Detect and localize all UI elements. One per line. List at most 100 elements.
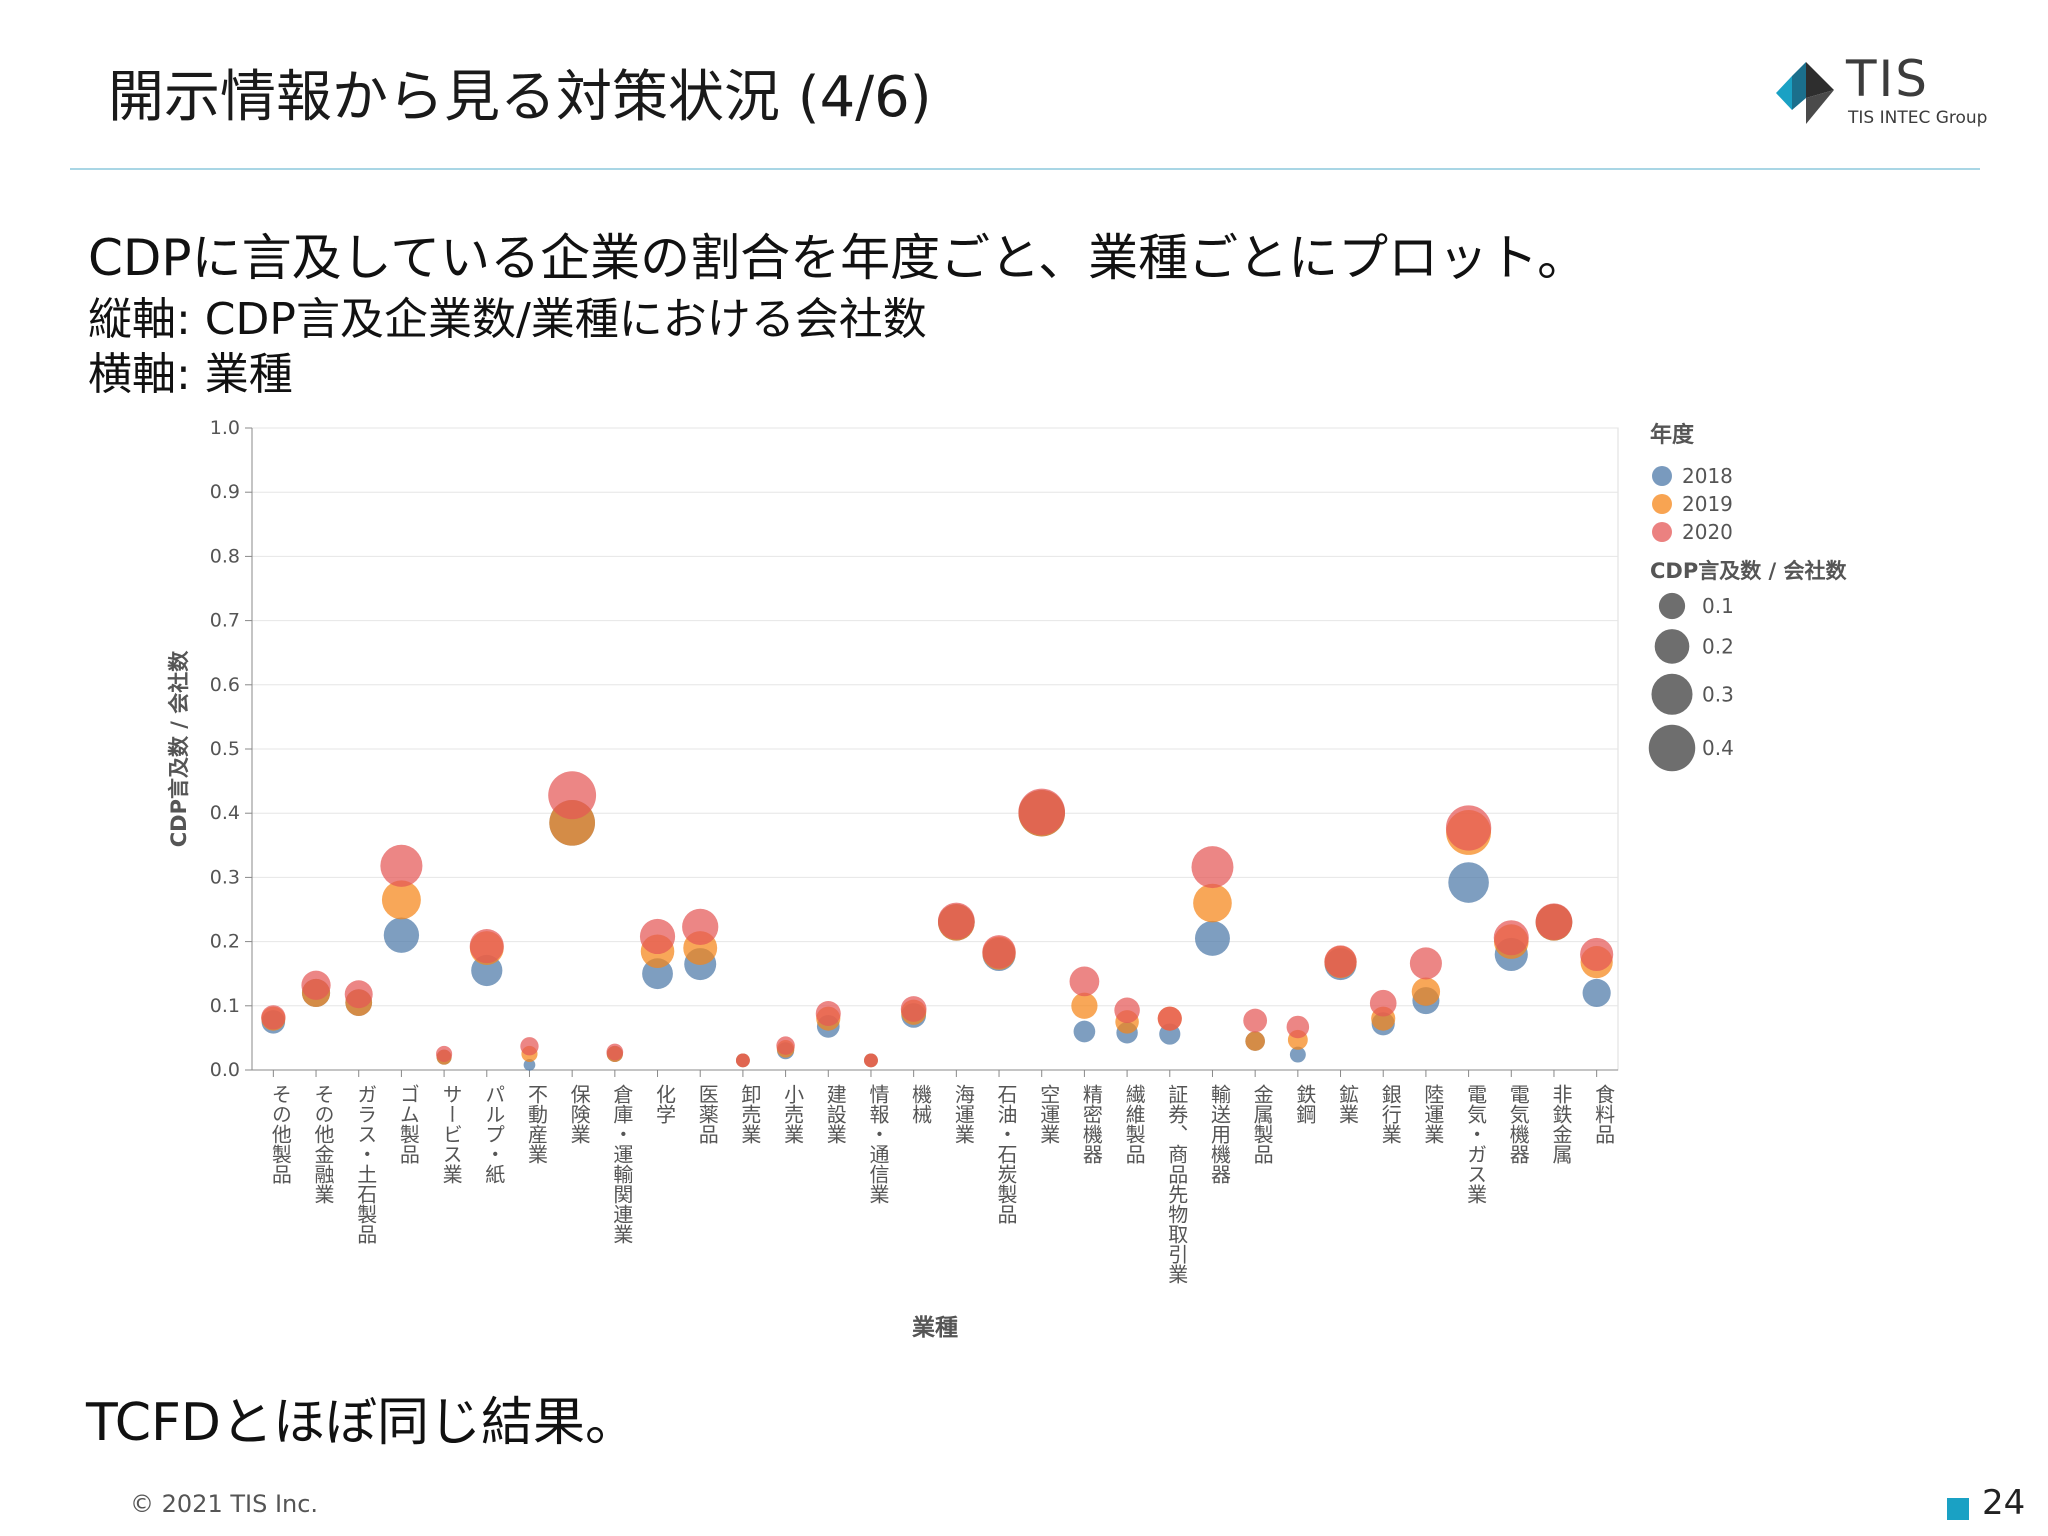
data-point-2020 <box>301 970 331 1000</box>
data-point-2020 <box>1286 1015 1310 1039</box>
x-tick-label: 鉄鋼 <box>1293 1084 1317 1124</box>
x-tick-label: その他製品 <box>268 1084 292 1184</box>
logo-text: TIS <box>1846 50 1930 108</box>
size-legend-bubble <box>1648 724 1696 772</box>
data-point-2020 <box>469 929 504 964</box>
data-point-2020 <box>1535 903 1573 941</box>
data-point-2020 <box>1069 966 1100 997</box>
data-point-2020 <box>1114 997 1140 1024</box>
description-line-1: CDPに言及している企業の割合を年度ごと、業種ごとにプロット。 <box>88 229 1588 287</box>
data-point-2018 <box>1073 1020 1096 1043</box>
x-tick-label: 情報・通信業 <box>866 1084 890 1204</box>
y-tick-label: 0.3 <box>210 866 240 888</box>
legend-swatch-2020 <box>1652 522 1672 542</box>
y-tick-label: 0.7 <box>210 610 240 632</box>
y-tick-label: 0.4 <box>210 802 240 824</box>
y-tick-label: 0.6 <box>210 674 240 696</box>
size-legend-bubble <box>1651 673 1693 715</box>
data-point-2019 <box>381 880 421 920</box>
x-tick-label: 化学 <box>653 1084 677 1124</box>
data-point-2018 <box>1194 920 1230 956</box>
data-point-2019 <box>1193 883 1232 923</box>
x-tick-label: 小売業 <box>781 1084 805 1144</box>
y-tick-label: 0.0 <box>210 1059 240 1081</box>
data-point-2019 <box>1245 1031 1265 1051</box>
data-point-2020 <box>1369 989 1397 1017</box>
data-point-2020 <box>548 771 597 820</box>
cdp-bubble-chart: 0.0 0.1 0.2 0.3 0.4 0.5 0.6 0.7 0.8 0.9 1.0 CDP言及数 … <box>167 417 1848 1341</box>
size-legend-bubble <box>1658 592 1686 620</box>
x-tick-label: 繊維製品 <box>1122 1084 1146 1164</box>
x-tick-label: 卸売業 <box>738 1084 762 1144</box>
data-point-2020 <box>1409 947 1442 980</box>
data-point-2020 <box>344 980 373 1009</box>
y-axis-title: CDP言及数 / 会社数 <box>167 650 191 848</box>
data-point-2018 <box>1582 978 1611 1008</box>
x-tick-label: 食料品 <box>1592 1084 1616 1144</box>
x-tick-label: ガラス・土石製品 <box>354 1084 378 1244</box>
x-tick-label: 保険業 <box>567 1084 591 1144</box>
data-point-2018 <box>383 917 420 953</box>
y-tick-label: 1.0 <box>210 417 240 439</box>
legend-label-2018: 2018 <box>1682 464 1733 488</box>
data-point-2020 <box>1493 920 1529 956</box>
x-tick-label: 鉱業 <box>1336 1084 1360 1124</box>
size-legend-title: CDP言及数 / 会社数 <box>1650 559 1848 583</box>
page-marker <box>1947 1498 1969 1520</box>
x-tick-label: 証券、商品先物取引業 <box>1165 1084 1189 1284</box>
data-point-2020 <box>1243 1008 1268 1033</box>
legend-label-2020: 2020 <box>1682 520 1733 544</box>
data-point-2020 <box>380 844 423 887</box>
x-tick-label: ゴム製品 <box>396 1084 420 1164</box>
data-point-2020 <box>937 902 975 940</box>
description-line-3: 横軸: 業種 <box>88 349 293 400</box>
data-point-2020 <box>864 1053 878 1068</box>
size-legend-label: 0.3 <box>1702 682 1734 706</box>
data-point-2020 <box>1191 846 1234 889</box>
size-legend-label: 0.1 <box>1702 594 1734 618</box>
x-tick-label: 電気・ガス業 <box>1464 1084 1488 1204</box>
data-point-2020 <box>1157 1006 1182 1031</box>
x-tick-label: 空運業 <box>1037 1084 1061 1144</box>
x-tick-label: 機械 <box>909 1084 933 1124</box>
size-legend-bubble <box>1654 629 1690 664</box>
data-point-2020 <box>776 1036 795 1055</box>
title-divider <box>70 168 1980 170</box>
data-point-2020 <box>815 1001 841 1026</box>
x-tick-label: サービス業 <box>439 1084 463 1184</box>
y-tick-label: 0.2 <box>210 931 240 953</box>
data-point-2020 <box>900 996 927 1022</box>
data-point-2018 <box>523 1059 536 1071</box>
description-line-2: 縦軸: CDP言及企業数/業種における会社数 <box>88 294 927 345</box>
legend-label-2019: 2019 <box>1682 492 1733 516</box>
data-point-2018 <box>1289 1046 1306 1063</box>
copyright: © 2021 TIS Inc. <box>130 1490 319 1518</box>
page-number: 24 <box>1982 1483 2026 1523</box>
data-point-2020 <box>639 918 676 955</box>
x-tick-label: 陸運業 <box>1421 1084 1445 1144</box>
legend-swatch-2018 <box>1652 466 1672 486</box>
x-tick-label: 非鉄金属 <box>1549 1084 1573 1165</box>
x-tick-label: その他金融業 <box>311 1084 335 1204</box>
tis-logo-icon <box>1776 62 1834 124</box>
x-tick-label: 石油・石炭製品 <box>994 1084 1018 1224</box>
x-tick-label: 銀行業 <box>1378 1084 1402 1144</box>
data-point-2020 <box>682 908 719 945</box>
data-point-2020 <box>1580 937 1614 972</box>
x-axis-title: 業種 <box>911 1314 958 1341</box>
x-tick-label: 海運業 <box>951 1084 975 1144</box>
slide-title: 開示情報から見る対策状況 (4/6) <box>108 65 932 130</box>
data-point-2018 <box>1448 862 1489 903</box>
size-legend-label: 0.2 <box>1702 634 1734 658</box>
x-tick-label: 電気機器 <box>1506 1084 1530 1164</box>
logo-subtext: TIS INTEC Group <box>1848 108 1988 128</box>
y-tick-label: 0.1 <box>210 995 240 1017</box>
x-tick-label: 輸送用機器 <box>1207 1084 1231 1184</box>
y-tick-label: 0.8 <box>210 545 240 567</box>
data-point-2020 <box>735 1053 750 1068</box>
x-tick-label: パルプ・紙 <box>482 1084 506 1184</box>
company-logo: TIS TIS INTEC Group <box>1768 50 1998 136</box>
data-point-2020 <box>982 935 1016 969</box>
data-point-2020 <box>1324 945 1357 978</box>
x-tick-label: 建設業 <box>823 1084 847 1144</box>
